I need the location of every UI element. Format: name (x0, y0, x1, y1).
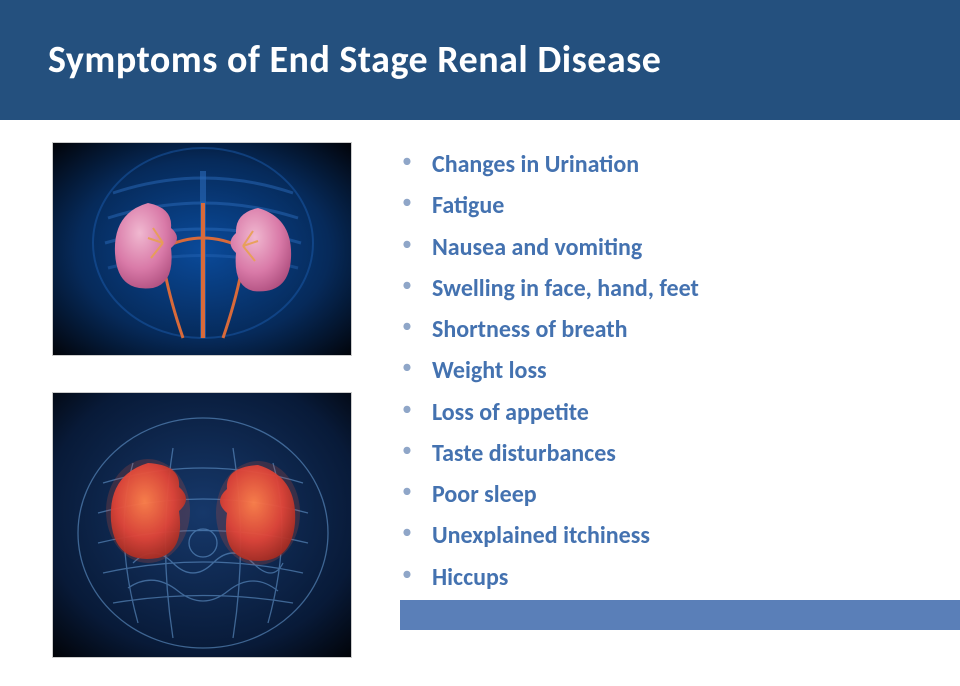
images-column (52, 142, 352, 658)
list-item: Changes in Urination (402, 144, 699, 185)
symptom-list: Changes in Urination Fatigue Nausea and … (402, 144, 699, 598)
list-item: Hiccups (402, 557, 699, 598)
symptom-list-column: Changes in Urination Fatigue Nausea and … (352, 142, 699, 658)
list-item: Swelling in face, hand, feet (402, 268, 699, 309)
title-bar: Symptoms of End Stage Renal Disease (0, 0, 960, 120)
list-item: Fatigue (402, 185, 699, 226)
list-item: Shortness of breath (402, 309, 699, 350)
list-item: Weight loss (402, 350, 699, 391)
list-item: Loss of appetite (402, 392, 699, 433)
list-item: Unexplained itchiness (402, 515, 699, 556)
list-item: Poor sleep (402, 474, 699, 515)
list-item: Taste disturbances (402, 433, 699, 474)
list-item: Nausea and vomiting (402, 227, 699, 268)
footer-accent-bar (400, 600, 960, 630)
kidney-image-bottom (52, 392, 352, 658)
content-area: Changes in Urination Fatigue Nausea and … (0, 120, 960, 658)
page-title: Symptoms of End Stage Renal Disease (48, 37, 661, 83)
kidney-image-top (52, 142, 352, 356)
